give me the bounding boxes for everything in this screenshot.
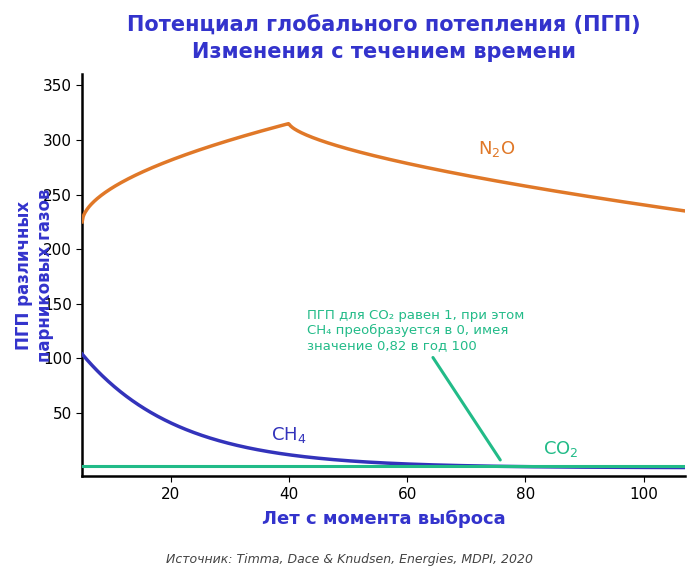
Text: Источник: Timma, Dace & Knudsen, Energies, MDPI, 2020: Источник: Timma, Dace & Knudsen, Energie… [167,553,533,566]
Title: Потенциал глобального потепления (ПГП)
Изменения с течением времени: Потенциал глобального потепления (ПГП) И… [127,15,640,61]
Text: $\mathregular{N_2O}$: $\mathregular{N_2O}$ [478,139,515,159]
Y-axis label: ПГП различных
парниковых газов: ПГП различных парниковых газов [15,189,54,362]
Text: $\mathregular{CH_4}$: $\mathregular{CH_4}$ [272,425,307,445]
X-axis label: Лет с момента выброса: Лет с момента выброса [262,510,505,529]
Text: $\mathregular{CO_2}$: $\mathregular{CO_2}$ [543,439,579,459]
Text: ПГП для CO₂ равен 1, при этом
CH₄ преобразуется в 0, имея
значение 0,82 в год 10: ПГП для CO₂ равен 1, при этом CH₄ преобр… [307,310,524,460]
